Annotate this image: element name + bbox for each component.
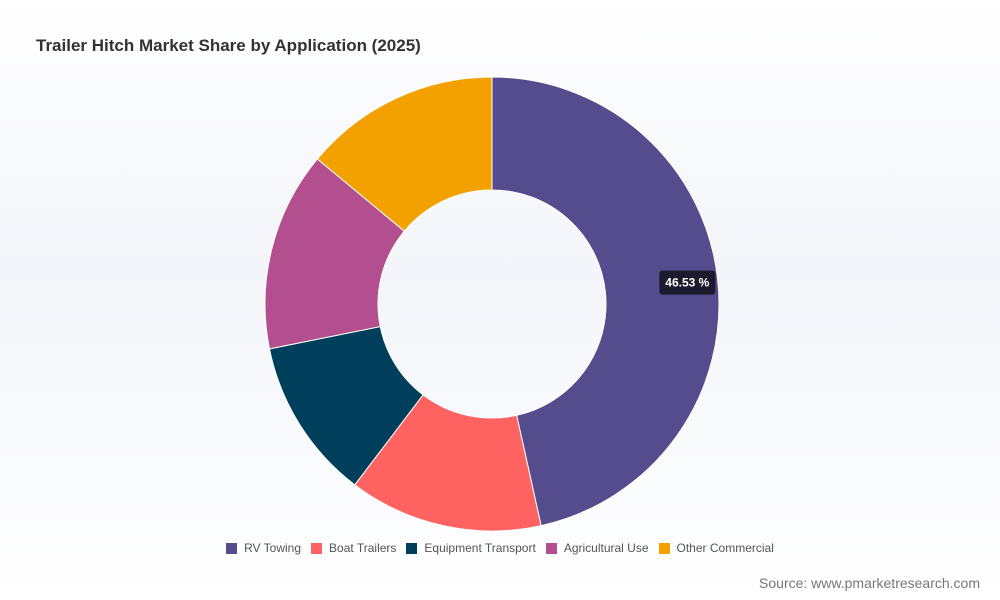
legend-swatch — [545, 542, 557, 554]
legend-item-other-commercial[interactable]: Other Commercial — [658, 541, 774, 555]
slice-rv-towing[interactable] — [491, 76, 720, 527]
legend-label: Other Commercial — [676, 541, 774, 555]
legend-label: Agricultural Use — [563, 541, 649, 555]
legend-swatch — [311, 542, 323, 554]
slice-other-commercial[interactable] — [316, 76, 493, 232]
slices-group — [264, 76, 720, 532]
legend-swatch — [226, 542, 238, 554]
legend-item-rv-towing[interactable]: RV Towing — [226, 541, 301, 555]
value-tooltip-label: 46.53 % — [665, 276, 709, 290]
legend-swatch — [658, 542, 670, 554]
value-tooltip-bg — [659, 270, 716, 295]
legend-item-agricultural-use[interactable]: Agricultural Use — [545, 541, 649, 555]
chart-title: Trailer Hitch Market Share by Applicatio… — [36, 36, 421, 55]
legend-label: Boat Trailers — [329, 541, 397, 555]
legend-label: Equipment Transport — [424, 541, 536, 555]
slice-agricultural-use[interactable] — [264, 158, 406, 350]
source-note: Source: www.pmarketresearch.com — [759, 575, 980, 591]
value-tooltip: 46.53 % — [659, 270, 716, 295]
legend-item-boat-trailers[interactable]: Boat Trailers — [311, 541, 396, 555]
legend-swatch — [406, 542, 418, 554]
chart-legend: RV Towing Boat Trailers Equipment Transpor… — [0, 541, 1000, 555]
legend-label: RV Towing — [244, 541, 302, 555]
legend-item-equipment-transport[interactable]: Equipment Transport — [406, 541, 536, 555]
